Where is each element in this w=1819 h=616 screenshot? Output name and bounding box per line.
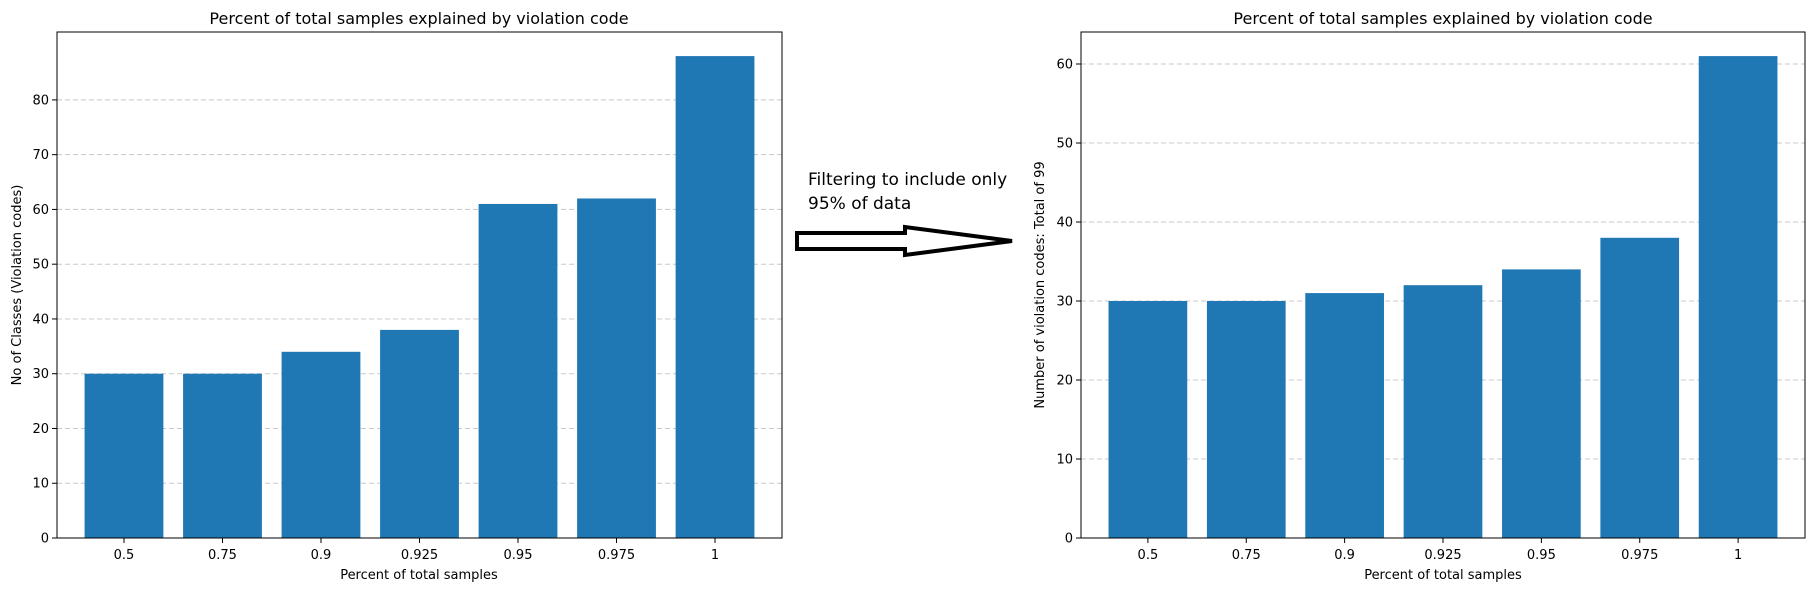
right-ytick-label: 30 [1056,294,1073,309]
left-bar-1 [675,56,755,538]
left-xtick-label: 0.9 [311,548,332,563]
left-ytick-label: 70 [32,148,49,163]
right-bar-1 [1698,56,1778,538]
right-chart-xlabel: Percent of total samples [1364,568,1522,583]
right-xtick-label: 0.925 [1424,548,1461,563]
right-chart: Percent of total samples explained by vi… [1033,9,1806,583]
left-bar-0.925 [380,329,459,538]
left-bar-0.975 [577,198,656,538]
left-bar-0.9 [281,351,361,538]
left-ytick-label: 30 [32,367,49,382]
right-bar-0.5 [1108,300,1188,538]
annotation-line-2: 95% of data [808,194,912,214]
right-bar-0.925 [1403,285,1483,538]
left-chart-plot-area: 0 10 20 30 40 50 60 70 80 0.5 0.75 0.9 0.925 0.95 0.97… [32,31,783,563]
left-chart-title: Percent of total samples explained by vi… [209,9,628,28]
left-xtick-label: 0.925 [401,548,438,563]
right-ytick-label: 40 [1056,215,1073,230]
right-bar-0.95 [1502,269,1581,538]
right-xtick-label: 0.95 [1527,548,1556,563]
left-ytick-label: 0 [41,532,49,547]
left-ytick-label: 20 [32,422,49,437]
right-chart-plot-area: 0 10 20 30 40 50 60 0.5 0.75 0.9 0.925 0.95 0.975 1 [1056,31,1806,563]
right-ytick-label: 50 [1056,136,1073,151]
right-xtick-label: 0.975 [1621,548,1658,563]
left-chart: Percent of total samples explained by vi… [10,9,783,583]
left-bar-0.5 [84,373,164,538]
filter-arrow [795,224,1013,258]
right-xtick-label: 0.5 [1138,548,1159,563]
right-chart-ylabel: Number of violation codes: Total of 99 [1033,161,1048,408]
left-ytick-label: 60 [32,203,49,218]
left-bar-0.75 [183,373,262,538]
right-bar-0.9 [1305,293,1384,538]
right-xtick-label: 0.75 [1232,548,1261,563]
left-chart-ylabel: No of Classes (Violation codes) [10,185,25,386]
right-ytick-label: 10 [1056,452,1073,467]
right-bar-0.975 [1600,237,1680,538]
left-xtick-label: 1 [711,548,719,563]
left-ytick-label: 50 [32,258,49,273]
right-ytick-label: 0 [1065,532,1073,547]
filter-annotation: Filtering to include only 95% of data [808,168,1028,216]
right-xtick-label: 1 [1734,548,1742,563]
left-chart-xlabel: Percent of total samples [340,568,498,583]
right-bar-0.75 [1206,300,1286,538]
right-xtick-label: 0.9 [1334,548,1355,563]
right-chart-title: Percent of total samples explained by vi… [1233,9,1652,28]
left-xtick-label: 0.95 [504,548,533,563]
left-xtick-label: 0.75 [208,548,237,563]
left-ytick-label: 40 [32,312,49,327]
left-bar-0.95 [478,203,558,538]
arrow-icon [795,224,1013,258]
left-ytick-label: 80 [32,93,49,108]
left-ytick-label: 10 [32,477,49,492]
annotation-line-1: Filtering to include only [808,170,1008,190]
right-ytick-label: 60 [1056,57,1073,72]
left-xtick-label: 0.5 [114,548,135,563]
right-ytick-label: 20 [1056,373,1073,388]
left-xtick-label: 0.975 [598,548,635,563]
